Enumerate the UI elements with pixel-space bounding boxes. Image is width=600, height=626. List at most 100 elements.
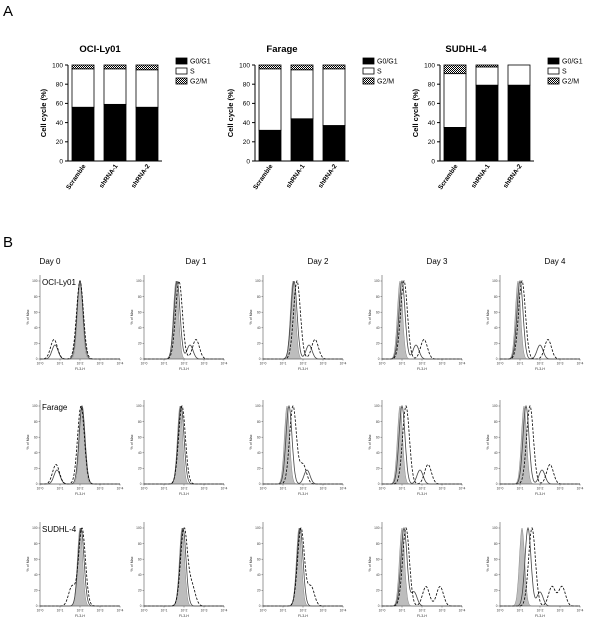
hist-y-tick-label: 0 (140, 357, 142, 361)
hist-y-axis-label: % of Max (368, 309, 372, 324)
bar-segment-s (507, 64, 531, 86)
legend-swatch (547, 67, 560, 75)
cell-line-label: SUDHL-4 (42, 525, 77, 534)
histogram-plot: 0 20 40 60 80 100 10^0 10^1 10^2 10^3 10^4 FL3-H % o… (486, 400, 584, 496)
hist-x-tick-label: 10^1 (280, 362, 287, 366)
cell-line-label: OCI-Ly01 (42, 278, 76, 287)
hist-y-axis-label: % of Max (249, 434, 253, 449)
hist-x-tick-label: 10^0 (37, 362, 44, 366)
hist-x-tick-label: 10^3 (201, 609, 208, 613)
hist-x-tick-label: 10^0 (141, 609, 148, 613)
hist-x-tick-label: 10^2 (419, 609, 426, 613)
hist-y-tick-label: 20 (34, 589, 38, 593)
hist-y-tick-label: 0 (36, 357, 38, 361)
hist-y-tick-label: 0 (140, 604, 142, 608)
hist-y-tick-label: 20 (257, 342, 261, 346)
y-tick-label: 80 (428, 82, 436, 89)
histogram-plot: 0 20 40 60 80 100 10^0 10^1 10^2 10^3 10^4 FL3-H % o… (368, 522, 466, 618)
hist-x-axis-label: FL3-H (417, 367, 427, 371)
histogram-plot: 0 20 40 60 80 100 10^0 10^1 10^2 10^3 10^4 FL3-H % o… (249, 522, 347, 618)
hist-x-tick-label: 10^3 (201, 362, 208, 366)
hist-y-tick-label: 0 (259, 357, 261, 361)
hist-y-tick-label: 100 (492, 404, 498, 408)
histogram-grid: Day 0 Day 1 Day 2 Day 3 Day 4 0 20 40 60 80 100 10^… (26, 257, 584, 618)
legend-label: G2/M (562, 79, 579, 86)
hist-x-tick-label: 10^0 (260, 609, 267, 613)
bar-segment-s (71, 68, 95, 108)
hist-x-tick-label: 10^2 (181, 609, 188, 613)
hist-x-tick-label: 10^3 (439, 609, 446, 613)
hist-y-tick-label: 100 (492, 279, 498, 283)
hist-y-tick-label: 20 (138, 467, 142, 471)
hist-x-tick-label: 10^1 (517, 362, 524, 366)
hist-x-tick-label: 10^4 (340, 487, 347, 491)
solid-histogram (500, 526, 580, 607)
hist-x-axis-label: FL3-H (179, 614, 189, 618)
hist-y-tick-label: 60 (34, 435, 38, 439)
hist-x-tick-label: 10^4 (459, 487, 466, 491)
hist-y-tick-label: 0 (36, 604, 38, 608)
legend-label: G2/M (190, 79, 207, 86)
hist-y-tick-label: 40 (257, 326, 261, 330)
hist-x-tick-label: 10^0 (379, 609, 386, 613)
solid-histogram (263, 281, 343, 360)
hist-y-tick-label: 80 (257, 420, 261, 424)
hist-y-tick-label: 60 (34, 557, 38, 561)
bar-segment-s (103, 68, 127, 105)
hist-x-tick-label: 10^1 (399, 609, 406, 613)
hist-y-tick-label: 60 (257, 557, 261, 561)
hist-x-tick-label: 10^2 (537, 487, 544, 491)
hist-x-tick-label: 10^0 (260, 487, 267, 491)
hist-y-tick-label: 60 (494, 310, 498, 314)
hist-y-tick-label: 100 (374, 526, 380, 530)
hist-y-axis-label: % of Max (486, 556, 490, 571)
hist-y-axis-label: % of Max (486, 309, 490, 324)
hist-x-tick-label: 10^2 (419, 362, 426, 366)
hist-y-tick-label: 60 (376, 435, 380, 439)
hist-y-tick-label: 40 (138, 573, 142, 577)
hist-x-axis-label: FL3-H (417, 614, 427, 618)
y-tick-label: 40 (56, 120, 64, 127)
hist-x-tick-label: 10^1 (161, 487, 168, 491)
bar-segment-g0g1 (475, 84, 499, 162)
y-axis-label: Cell cycle (%) (411, 88, 420, 137)
dashed-histogram (382, 280, 462, 360)
histogram-plot: 0 20 40 60 80 100 10^0 10^1 10^2 10^3 10^4 FL3-H % o… (26, 400, 124, 496)
y-tick-label: 20 (428, 139, 436, 146)
hist-y-tick-label: 20 (257, 467, 261, 471)
y-tick-label: 60 (243, 101, 251, 108)
hist-x-tick-label: 10^1 (517, 487, 524, 491)
filled-histogram (263, 280, 343, 360)
histogram-plot: 0 20 40 60 80 100 10^0 10^1 10^2 10^3 10^4 FL3-H % o… (130, 522, 228, 618)
hist-y-tick-label: 40 (138, 326, 142, 330)
dashed-histogram (144, 281, 224, 360)
hist-y-tick-label: 80 (494, 542, 498, 546)
hist-x-tick-label: 10^3 (320, 487, 327, 491)
hist-x-tick-label: 10^2 (419, 487, 426, 491)
hist-x-axis-label: FL3-H (535, 367, 545, 371)
bar-segment-g0g1 (322, 125, 346, 162)
hist-x-axis-label: FL3-H (417, 492, 427, 496)
hist-y-tick-label: 100 (136, 279, 142, 283)
hist-y-tick-label: 40 (257, 451, 261, 455)
hist-y-tick-label: 40 (257, 573, 261, 577)
hist-y-tick-label: 80 (494, 295, 498, 299)
hist-x-tick-label: 10^0 (141, 487, 148, 491)
hist-x-tick-label: 10^2 (300, 487, 307, 491)
hist-x-tick-label: 10^1 (280, 487, 287, 491)
hist-x-tick-label: 10^0 (497, 487, 504, 491)
hist-x-tick-label: 10^3 (320, 362, 327, 366)
histogram-plot: 0 20 40 60 80 100 10^0 10^1 10^2 10^3 10^4 FL3-H % o… (26, 275, 124, 371)
hist-y-tick-label: 40 (494, 573, 498, 577)
filled-histogram (500, 280, 580, 360)
hist-y-tick-label: 20 (376, 589, 380, 593)
hist-x-axis-label: FL3-H (75, 614, 85, 618)
hist-y-tick-label: 80 (376, 295, 380, 299)
bar-segment-g0g1 (71, 106, 95, 162)
bar-segment-g2m (475, 64, 499, 68)
hist-x-tick-label: 10^3 (97, 362, 104, 366)
legend-label: G0/G1 (377, 59, 398, 66)
hist-y-axis-label: % of Max (130, 556, 134, 571)
hist-y-tick-label: 80 (34, 542, 38, 546)
legend-label: S (377, 69, 382, 76)
